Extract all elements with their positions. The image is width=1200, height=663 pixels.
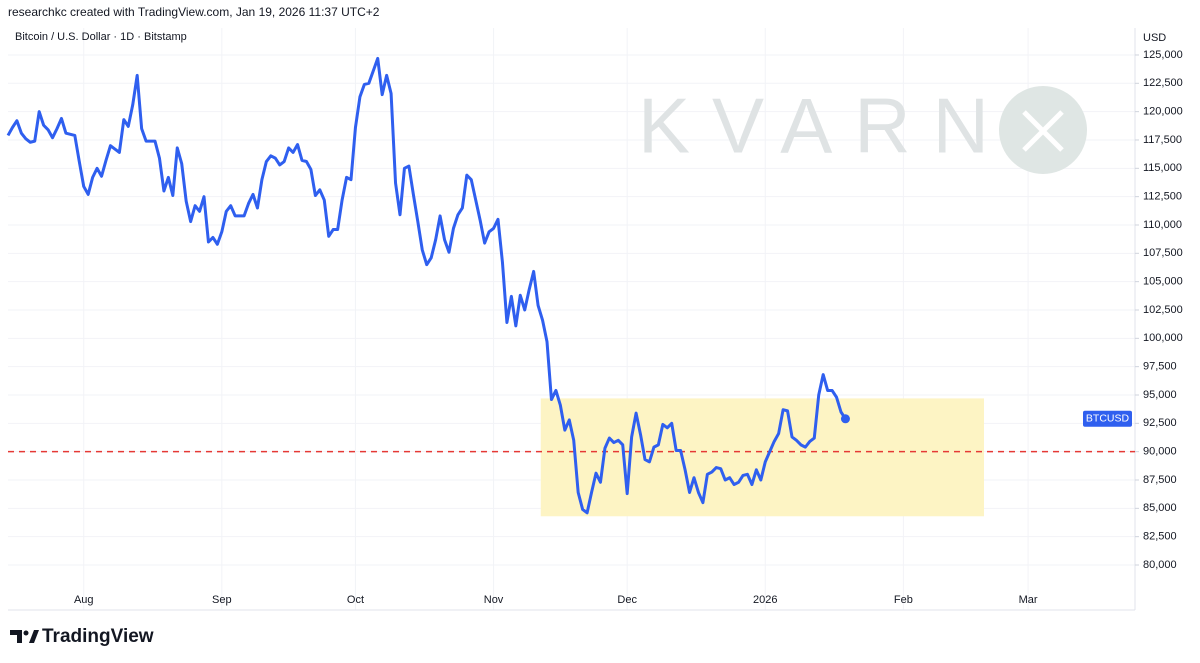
price-label: BTCUSD (1086, 413, 1130, 425)
footer: TradingView (42, 626, 154, 647)
y-tick-label: 95,000 (1143, 389, 1177, 401)
watermark: KVARN (638, 82, 1011, 170)
price-label-bg (1083, 410, 1132, 427)
y-tick-label: 117,500 (1143, 134, 1182, 146)
y-tick-label: 97,500 (1143, 361, 1177, 373)
logo-shape (29, 630, 39, 643)
price-line (6, 56, 847, 515)
x-tick-label: Dec (617, 594, 637, 606)
y-axis-label: USD (1143, 32, 1166, 44)
y-tick-label: 85,000 (1143, 502, 1177, 514)
y-tick-label: 122,500 (1143, 77, 1183, 89)
x-tick-label: Mar (1019, 594, 1038, 606)
y-tick-label: 112,500 (1143, 191, 1182, 203)
range-zone (540, 398, 984, 517)
y-tick-label: 92,500 (1143, 417, 1177, 429)
y-tick-label: 125,000 (1143, 49, 1183, 61)
x-tick-label: Sep (212, 594, 232, 606)
footer-logo: TradingView (10, 626, 154, 647)
header: researchkc created with TradingView.com,… (8, 5, 380, 19)
watermark-logo-x (1022, 110, 1064, 152)
logo-shape (23, 630, 29, 636)
chart-title: Bitcoin / U.S. Dollar · 1D · Bitstamp (15, 31, 187, 43)
y-tick-label: 120,000 (1143, 106, 1183, 118)
watermark-group: KVARN (638, 82, 1087, 174)
x-tick-label: Oct (347, 594, 364, 606)
last-price-dot (840, 414, 850, 424)
x-tick-label: Feb (894, 594, 913, 606)
x-tick-label: 2026 (753, 594, 777, 606)
y-tick-label: 82,500 (1143, 531, 1177, 543)
y-tick-label: 102,500 (1143, 304, 1183, 316)
y-tick-label: 87,500 (1143, 474, 1177, 486)
y-tick-label: 105,000 (1143, 276, 1183, 288)
y-tick-label: 90,000 (1143, 446, 1177, 458)
y-tick-label: 110,000 (1143, 219, 1182, 231)
grid-layer (8, 28, 1135, 610)
logo-shape (10, 630, 22, 643)
x-tick-label: Nov (484, 594, 504, 606)
y-tick-label: 80,000 (1143, 559, 1177, 571)
y-tick-label: 107,500 (1143, 247, 1183, 259)
y-tick-label: 115,000 (1143, 162, 1182, 174)
y-tick-label: 100,000 (1143, 332, 1183, 344)
x-tick-label: Aug (74, 594, 94, 606)
